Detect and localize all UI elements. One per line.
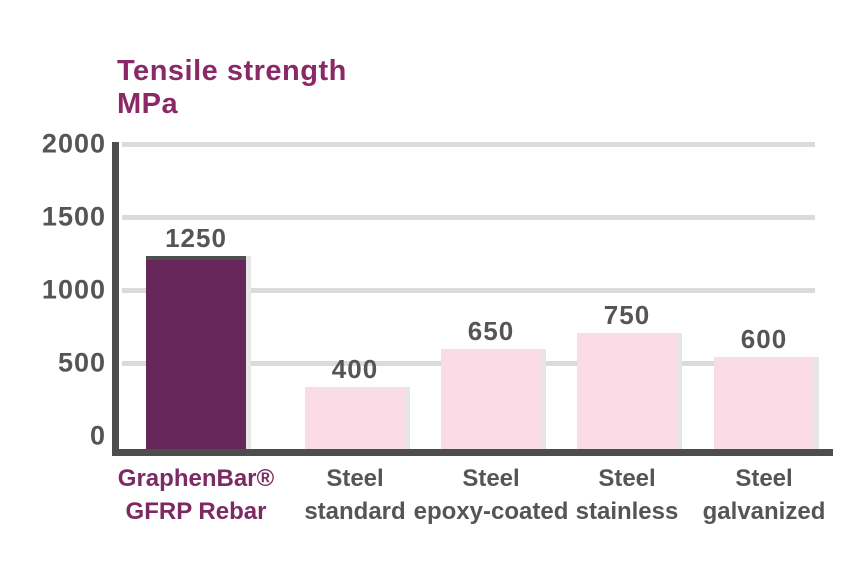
- chart-title-line1: Tensile strength: [117, 55, 347, 87]
- bar-value-label: 750: [603, 300, 651, 330]
- gridline-1000: [122, 288, 815, 293]
- category-label: GraphenBar® GFRP Rebar: [101, 462, 291, 528]
- category-label: Steel standard: [260, 462, 450, 528]
- bar-graphenbar-gfrprebar: [146, 256, 246, 449]
- chart-unit-label: MPa: [117, 88, 179, 120]
- category-label-line: Steel: [462, 465, 520, 492]
- y-axis-line: [112, 142, 119, 456]
- category-label: Steel stainless: [532, 462, 722, 528]
- category-label-line: Steel: [326, 465, 384, 492]
- category-label-line: stainless: [575, 498, 679, 525]
- gridline-1500: [122, 215, 815, 220]
- bar-value-label: 650: [467, 316, 515, 346]
- y-tick-label-1000: 1000: [41, 274, 106, 305]
- y-tick-label-2000: 2000: [41, 128, 106, 159]
- y-tick-label-0: 0: [89, 420, 106, 451]
- bar-value-label: 600: [740, 324, 788, 354]
- category-label-line: standard: [304, 498, 406, 525]
- category-label-line: epoxy-coated: [413, 498, 569, 525]
- chart-title: Tensile strength MPa: [117, 55, 347, 121]
- category-label-line: Steel: [598, 465, 656, 492]
- category-label-line: GraphenBar®: [117, 465, 275, 492]
- bar-steel-stainless: [577, 333, 677, 449]
- gridline-2000: [122, 142, 815, 147]
- category-label: Steel galvanized: [669, 462, 858, 528]
- category-label-line: Steel: [735, 465, 793, 492]
- category-label-line: galvanized: [702, 498, 826, 525]
- bar-steel-epoxy-coated: [441, 349, 541, 449]
- y-tick-label-500: 500: [57, 347, 106, 378]
- category-label: Steel epoxy-coated: [396, 462, 586, 528]
- bar-value-label: 400: [331, 354, 379, 384]
- bar-steel-standard: [305, 387, 405, 449]
- bar-steel-galvanized: [714, 357, 814, 449]
- category-label-line: GFRP Rebar: [125, 498, 267, 525]
- x-axis-baseline: [112, 449, 833, 456]
- y-tick-label-1500: 1500: [41, 201, 106, 232]
- bar-value-label: 1250: [165, 223, 227, 253]
